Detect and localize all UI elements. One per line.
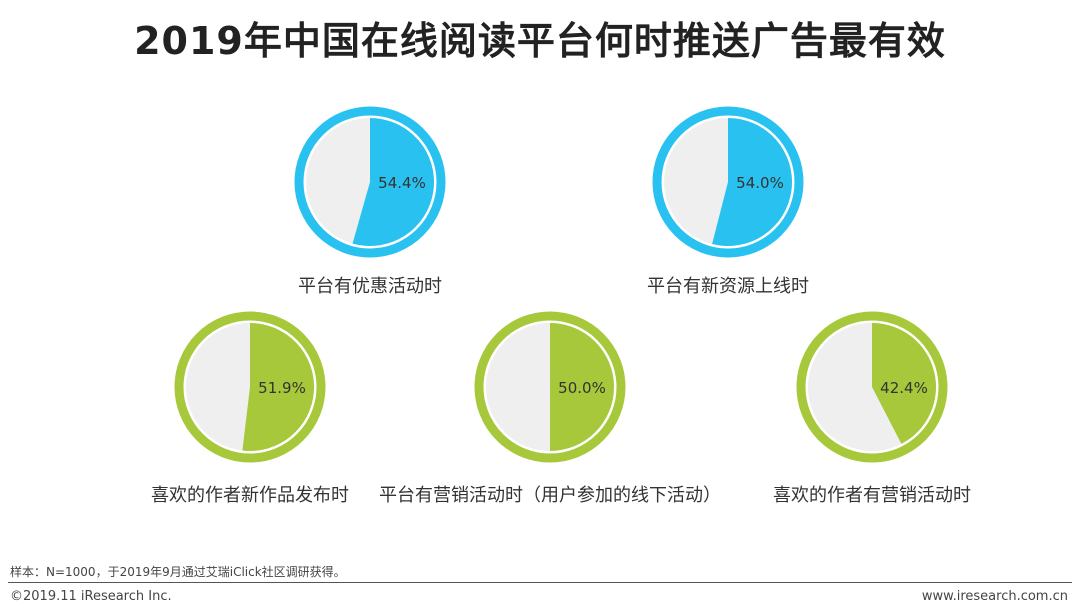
pie-value-label: 54.0% <box>736 174 784 192</box>
pie-value-label: 54.4% <box>378 174 426 192</box>
pie-value-label: 51.9% <box>258 379 306 397</box>
pie-value-label: 50.0% <box>558 379 606 397</box>
footer-divider <box>8 582 1072 583</box>
pie-3: 51.9% 喜欢的作者新作品发布时 <box>151 311 349 506</box>
copyright-text: ©2019.11 iResearch Inc. <box>10 589 172 604</box>
website-link[interactable]: www.iresearch.com.cn <box>921 589 1068 604</box>
pie-category-label: 喜欢的作者有营销活动时 <box>773 485 971 506</box>
pie-ring <box>652 106 804 258</box>
pie-5: 42.4% 喜欢的作者有营销活动时 <box>773 311 971 506</box>
pie-4: 50.0% 平台有营销活动时（用户参加的线下活动） <box>379 311 721 506</box>
pie-ring <box>174 311 326 463</box>
pie-value-label: 42.4% <box>880 379 928 397</box>
page-title: 2019年中国在线阅读平台何时推送广告最有效 <box>134 19 946 63</box>
pie-slice <box>712 118 792 246</box>
pie-category-label: 平台有优惠活动时 <box>298 276 442 297</box>
pie-ring <box>474 311 626 463</box>
pie-1: 54.4% 平台有优惠活动时 <box>294 106 446 297</box>
pie-slice <box>550 323 614 451</box>
pie-slice <box>242 322 315 451</box>
pie-ring <box>796 311 948 463</box>
sample-note: 样本：N=1000，于2019年9月通过艾瑞iClick社区调研获得。 <box>10 565 346 579</box>
pie-slice <box>352 118 434 246</box>
pie-category-label: 平台有新资源上线时 <box>647 276 809 297</box>
pie-category-label: 喜欢的作者新作品发布时 <box>151 485 349 506</box>
pie-2: 54.0% 平台有新资源上线时 <box>647 106 809 297</box>
pie-category-label: 平台有营销活动时（用户参加的线下活动） <box>379 485 721 506</box>
pie-ring <box>294 106 446 258</box>
pie-slice <box>872 323 936 444</box>
